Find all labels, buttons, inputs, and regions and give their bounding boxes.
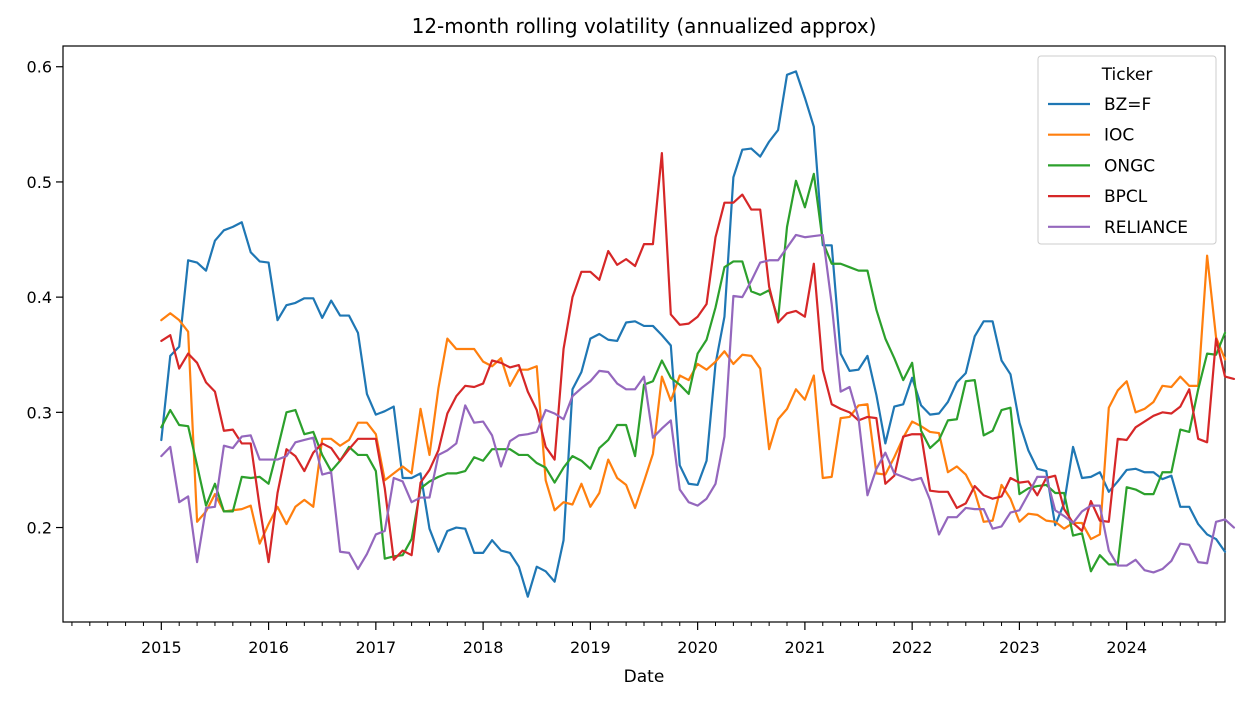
- x-tick-label: 2016: [248, 638, 289, 657]
- legend-label: BZ=F: [1104, 95, 1151, 115]
- y-tick-label: 0.2: [27, 519, 52, 538]
- x-tick-label: 2020: [677, 638, 718, 657]
- x-tick-label: 2021: [785, 638, 826, 657]
- x-tick-label: 2024: [1106, 638, 1147, 657]
- legend-items: BZ=F IOC ONGC BPCL RELIANCE: [1048, 95, 1188, 238]
- legend-title: Ticker: [1101, 65, 1153, 85]
- legend-label: IOC: [1104, 126, 1134, 146]
- series-lines: [160, 70, 1236, 598]
- x-axis-label: Date: [624, 667, 665, 687]
- x-tick-label: 2015: [141, 638, 182, 657]
- chart-title: 12-month rolling volatility (annualized …: [412, 14, 877, 38]
- series-line-bpcl: [160, 152, 1236, 564]
- x-tick-label: 2022: [892, 638, 933, 657]
- legend-label: BPCL: [1104, 187, 1148, 207]
- legend: Ticker BZ=F IOC ONGC BPCL RELIANCE: [1037, 55, 1217, 245]
- y-tick-label: 0.4: [27, 288, 52, 307]
- x-tick-label: 2019: [570, 638, 611, 657]
- y-axis: 0.2 0.3 0.4 0.5 0.6: [27, 58, 63, 538]
- series-line-reliance: [160, 233, 1236, 574]
- legend-label: RELIANCE: [1104, 218, 1188, 238]
- x-tick-label: 2017: [355, 638, 396, 657]
- y-tick-label: 0.5: [27, 173, 52, 192]
- x-tick-label: 2023: [999, 638, 1040, 657]
- y-tick-label: 0.3: [27, 403, 52, 422]
- legend-label: ONGC: [1104, 156, 1155, 176]
- x-axis: 2015 2016 2017 2018 2019 2020 2021 2022 2023 2024: [71, 622, 1217, 657]
- y-tick-label: 0.6: [27, 58, 52, 77]
- x-tick-label: 2018: [463, 638, 504, 657]
